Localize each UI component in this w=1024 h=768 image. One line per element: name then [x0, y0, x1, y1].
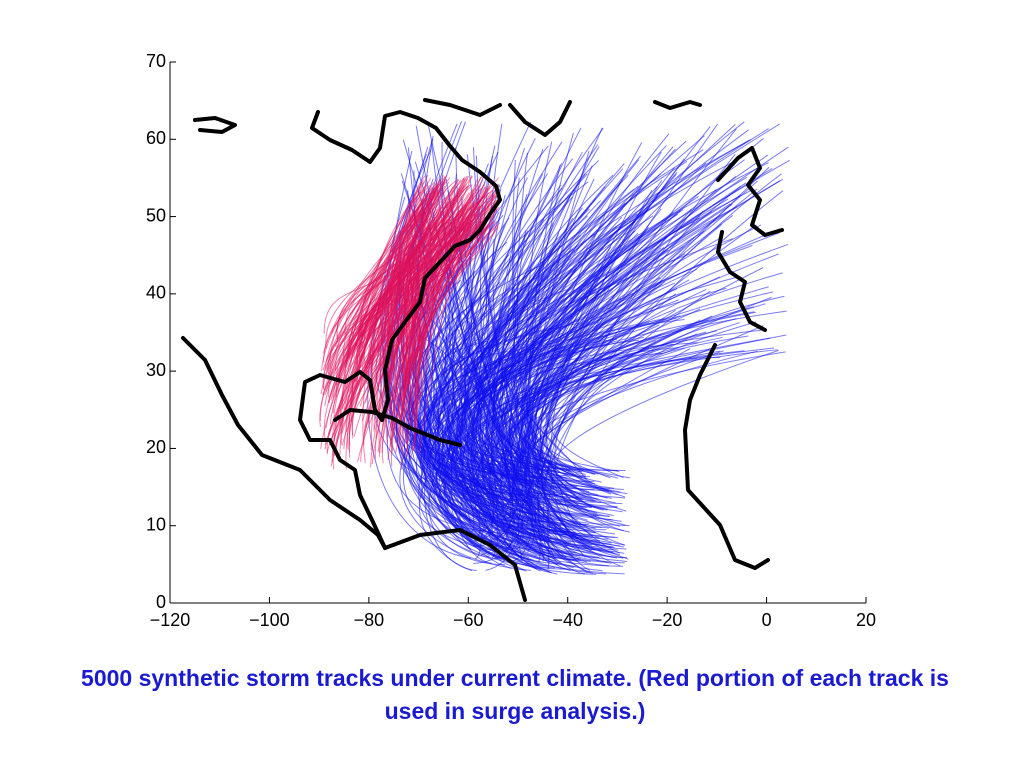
storm-track	[438, 291, 774, 575]
storm-track	[489, 185, 741, 539]
storm-track-surge	[391, 211, 468, 432]
caption: 5000 synthetic storm tracks under curren…	[81, 665, 949, 724]
storm-tracks	[319, 121, 790, 575]
coastlines	[181, 98, 784, 602]
storm-track	[410, 252, 624, 567]
storm-track	[478, 352, 663, 485]
storm-track	[423, 296, 627, 562]
storm-track	[510, 318, 737, 563]
coastline	[716, 146, 784, 237]
x-tick-label: −40	[552, 610, 583, 630]
storm-track-surge	[328, 215, 430, 376]
storm-track-surge	[383, 225, 456, 381]
storm-track-surge	[333, 194, 489, 440]
storm-track	[463, 337, 771, 479]
axes: −120 −100 −80 −60 −40 −20 0 20 0 10 20 30 40 50 60 70	[146, 51, 876, 630]
y-tick-label: 40	[146, 283, 166, 303]
storm-track-surge	[407, 209, 432, 376]
storm-track-surge	[380, 208, 437, 346]
x-tick-label: −80	[354, 610, 385, 630]
y-tick-label: 0	[156, 592, 166, 612]
storm-track-surge	[419, 221, 498, 379]
storm-track	[467, 267, 618, 472]
storm-track-surge	[370, 177, 466, 468]
storm-track	[477, 344, 673, 563]
storm-track-surge	[392, 202, 474, 400]
storm-track	[510, 141, 553, 531]
coastline	[423, 98, 502, 117]
coastline	[716, 230, 767, 332]
storm-track-surge	[390, 219, 486, 467]
storm-track	[470, 145, 588, 479]
storm-track	[539, 142, 643, 555]
storm-track-surge	[349, 180, 446, 404]
coastline	[653, 100, 702, 110]
storm-track-surge	[370, 217, 425, 450]
y-tick-label: 50	[146, 205, 166, 225]
x-tick-label: 0	[762, 610, 772, 630]
y-tick-label: 60	[146, 128, 166, 148]
storm-track	[498, 243, 789, 511]
storm-track-surge	[418, 211, 480, 455]
storm-track	[509, 253, 779, 489]
storm-track-surge	[361, 196, 479, 422]
storm-track	[499, 325, 764, 495]
storm-track	[460, 232, 610, 567]
storm-track	[456, 212, 642, 507]
storm-track	[490, 195, 699, 513]
coastline	[333, 408, 462, 447]
storm-track-surge	[381, 175, 473, 453]
storm-track-surge	[390, 176, 447, 454]
storm-track	[435, 237, 722, 550]
storm-track-surge	[355, 213, 476, 382]
storm-track	[532, 189, 717, 560]
coastline	[193, 116, 237, 134]
coastline	[181, 110, 502, 550]
y-tick-label: 20	[146, 437, 166, 457]
storm-track-surge	[366, 190, 438, 385]
x-tick-label: 20	[856, 610, 876, 630]
y-tick-label: 10	[146, 514, 166, 534]
x-tick-label: −20	[652, 610, 683, 630]
storm-track	[442, 203, 731, 479]
storm-track	[399, 345, 564, 571]
storm-track	[476, 224, 505, 543]
storm-track	[443, 257, 546, 545]
storm-track	[444, 351, 624, 533]
x-tick-label: −100	[249, 610, 290, 630]
storm-track-surge	[320, 198, 463, 395]
y-tick-label: 30	[146, 360, 166, 380]
storm-track-surge	[332, 193, 426, 470]
storm-track-surge	[336, 192, 490, 340]
coastline	[683, 343, 770, 570]
storm-track	[436, 330, 718, 557]
storm-track	[423, 185, 639, 508]
storm-track	[476, 244, 591, 543]
storm-track	[470, 329, 761, 559]
coastline	[383, 528, 527, 602]
storm-track	[526, 232, 639, 564]
storm-track	[425, 123, 780, 498]
y-tick-label: 70	[146, 51, 166, 71]
storm-track	[520, 326, 591, 571]
storm-track-surge	[328, 207, 424, 398]
storm-track	[415, 317, 587, 567]
coastline	[508, 100, 572, 137]
storm-track	[521, 318, 578, 476]
x-tick-label: −120	[150, 610, 191, 630]
storm-track	[488, 274, 596, 560]
x-tick-label: −60	[453, 610, 484, 630]
storm-track-surge	[323, 205, 460, 363]
storm-track-surge	[393, 213, 421, 424]
storm-track	[454, 232, 780, 523]
map-chart: −120 −100 −80 −60 −40 −20 0 20 0 10 20 30 40 50 60 70	[146, 51, 876, 630]
storm-track	[492, 348, 567, 485]
